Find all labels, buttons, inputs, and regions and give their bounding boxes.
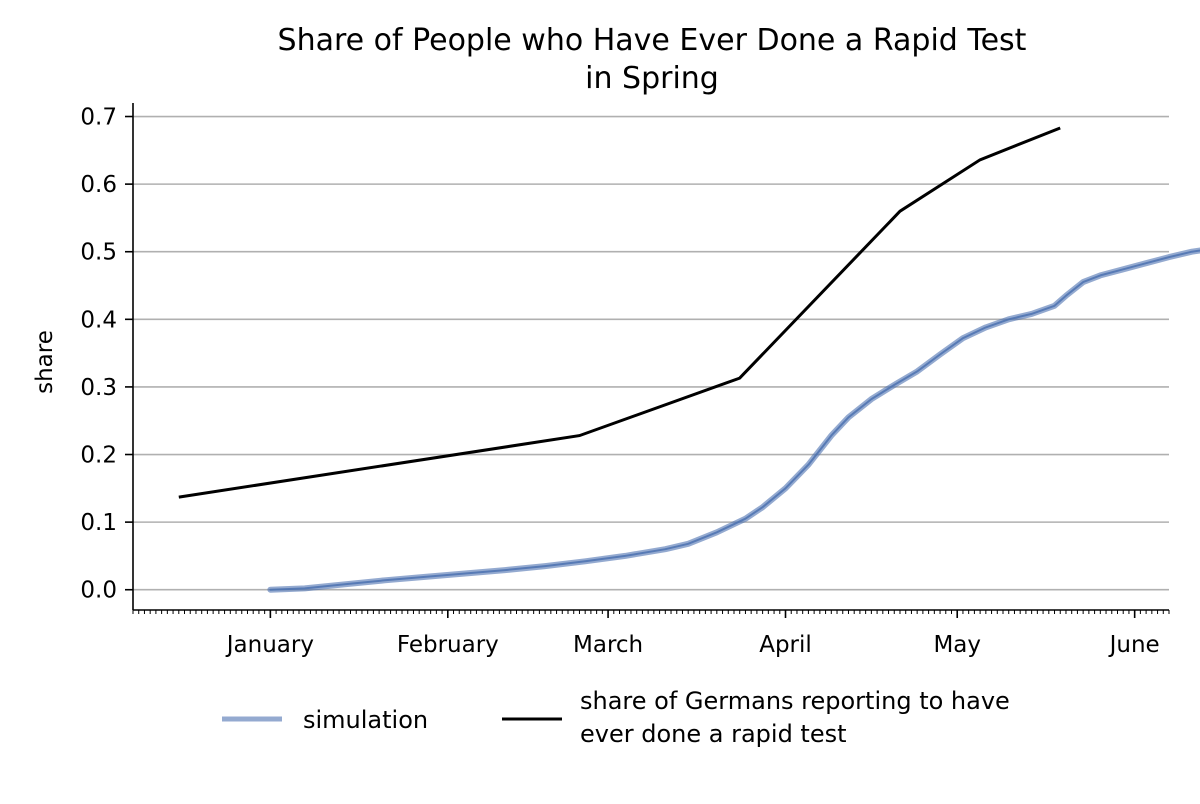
y-tick-label: 0.0 <box>80 578 117 604</box>
x-tick-label: May <box>933 632 981 658</box>
x-tick-label: June <box>1108 632 1160 658</box>
series-layer <box>178 126 1200 593</box>
legend-label: simulation <box>303 706 428 734</box>
y-tick-label: 0.4 <box>80 307 117 333</box>
legend: simulation share of Germans reporting to … <box>222 687 1010 748</box>
series-line-survey <box>178 126 1061 499</box>
chart-title-line-2: in Spring <box>585 61 719 96</box>
x-tick-label: January <box>225 632 314 658</box>
y-axis-label: share <box>32 330 58 394</box>
y-tick-label: 0.5 <box>80 240 117 266</box>
series-line-simulation-core <box>269 249 1200 591</box>
chart-title-line-1: Share of People who Have Ever Done a Rap… <box>278 23 1027 58</box>
chart-title: Share of People who Have Ever Done a Rap… <box>278 23 1027 96</box>
y-tick-label: 0.3 <box>80 375 117 401</box>
x-tick-label: February <box>397 632 499 658</box>
legend-label: ever done a rapid test <box>580 720 847 748</box>
axes-layer: 0.0 0.1 0.2 0.3 0.4 0.5 0.6 0.7 January February M… <box>80 103 1170 658</box>
x-tick-label: April <box>759 632 812 658</box>
grid-layer <box>133 115 1169 591</box>
y-tick-label: 0.6 <box>80 172 117 198</box>
y-tick-label: 0.7 <box>80 105 117 131</box>
y-tick-label: 0.2 <box>80 443 117 469</box>
legend-label: share of Germans reporting to have <box>580 687 1010 715</box>
x-tick-label: March <box>573 632 643 658</box>
y-tick-label: 0.1 <box>80 510 117 536</box>
